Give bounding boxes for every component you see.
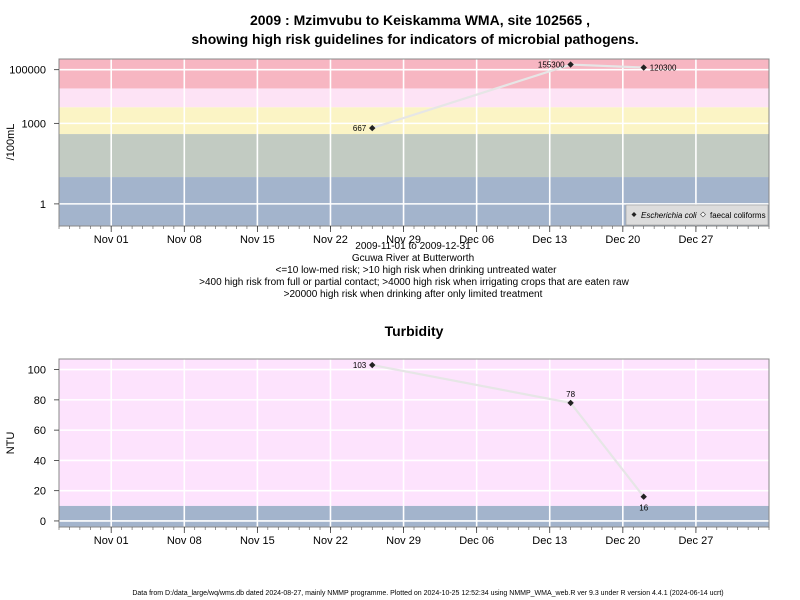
chart1-title-line2: showing high risk guidelines for indicat… — [191, 31, 638, 47]
chart1-y-axis-label: /100mL — [5, 124, 17, 161]
risk-band-0 — [59, 505, 769, 527]
x-tick-label-0: Nov 01 — [94, 535, 129, 547]
x-tick-label-6: Dec 13 — [532, 234, 567, 246]
data-point-0 — [369, 124, 376, 132]
x-tick-label-5: Dec 06 — [459, 234, 494, 246]
data-label-1: 155300 — [538, 61, 565, 70]
x-tick-label-1: Nov 08 — [167, 535, 202, 547]
chart2-y-axis-label: NTU — [5, 432, 17, 455]
x-tick-label-6: Dec 13 — [532, 535, 567, 547]
x-tick-label-7: Dec 20 — [605, 535, 640, 547]
chart1-note-risk1: <=10 low-med risk; >10 high risk when dr… — [276, 265, 558, 276]
chart1-risk-bands — [59, 59, 769, 226]
x-tick-label-8: Dec 27 — [678, 234, 713, 246]
legend-ecoli-label: Escherichia coli — [641, 211, 697, 220]
chart1-note-risk2: >400 high risk from full or partial cont… — [199, 277, 629, 288]
data-point-1 — [567, 61, 574, 68]
data-label-2: 16 — [639, 504, 648, 513]
x-tick-label-3: Nov 22 — [313, 535, 348, 547]
risk-band-3 — [59, 88, 769, 108]
risk-band-4 — [59, 59, 769, 89]
legend-faecal-label: faecal coliforms — [710, 211, 766, 220]
data-label-0: 103 — [353, 361, 367, 370]
data-point-1 — [567, 399, 574, 407]
x-tick-label-2: Nov 15 — [240, 535, 275, 547]
chart2-risk-bands — [59, 359, 769, 527]
x-tick-label-1: Nov 08 — [167, 234, 202, 246]
data-point-2 — [640, 64, 647, 71]
chart1-legend-box — [625, 204, 769, 226]
y-tick-label-0: 0 — [40, 516, 46, 528]
chart1-series: 667 155300 120300 — [353, 61, 677, 134]
y-tick-label-2: 100000 — [9, 65, 46, 77]
footer-note: Data from D:/data_large/wq/wms.db dated … — [132, 590, 723, 597]
data-label-2: 120300 — [650, 64, 677, 73]
chart1-title-line1: 2009 : Mzimvubu to Keiskamma WMA, site 1… — [250, 12, 590, 28]
chart1-grid — [59, 59, 769, 226]
data-label-0: 667 — [353, 124, 367, 133]
x-tick-label-0: Nov 01 — [94, 234, 129, 246]
chart1-axes: Nov 01 Nov 08 Nov 15 Nov 22 Nov 29 Dec 06 Dec … — [9, 65, 770, 246]
data-label-1: 78 — [566, 390, 575, 399]
risk-band-2 — [59, 107, 769, 135]
chart1-legend: Escherichia coli faecal coliforms — [625, 204, 769, 226]
y-tick-label-0: 1 — [40, 199, 46, 211]
y-tick-label-2: 40 — [34, 455, 46, 467]
risk-band-1 — [59, 359, 769, 506]
x-tick-label-4: Nov 29 — [386, 234, 421, 246]
chart2-axes: Nov 01 Nov 08 Nov 15 Nov 22 Nov 29 Dec 06 Dec … — [28, 365, 770, 547]
chart2-title: Turbidity — [385, 323, 444, 339]
y-tick-label-3: 60 — [34, 425, 46, 437]
data-point-2 — [640, 493, 647, 500]
chart2-grid — [59, 359, 769, 527]
x-tick-label-7: Dec 20 — [605, 234, 640, 246]
chart1-note-site: Gcuwa River at Butterworth — [352, 253, 474, 264]
y-tick-label-4: 80 — [34, 395, 46, 407]
x-tick-label-4: Nov 29 — [386, 535, 421, 547]
legend-faecal-symbol — [700, 211, 706, 218]
data-point-0 — [369, 361, 376, 369]
legend-ecoli-symbol — [631, 212, 637, 217]
x-tick-label-8: Dec 27 — [678, 535, 713, 547]
x-tick-label-2: Nov 15 — [240, 234, 275, 246]
x-tick-label-3: Nov 22 — [313, 234, 348, 246]
y-tick-label-1: 20 — [34, 486, 46, 498]
risk-band-1 — [59, 134, 769, 178]
chart1-note-risk3: >20000 high risk when drinking after onl… — [284, 289, 543, 300]
y-tick-label-1: 1000 — [22, 118, 46, 130]
x-tick-label-5: Dec 06 — [459, 535, 494, 547]
chart1-note-daterange: 2009-11-01 to 2009-12-31 — [355, 241, 471, 252]
y-tick-label-5: 100 — [28, 365, 46, 377]
chart2-series: 103 78 16 — [353, 361, 649, 513]
